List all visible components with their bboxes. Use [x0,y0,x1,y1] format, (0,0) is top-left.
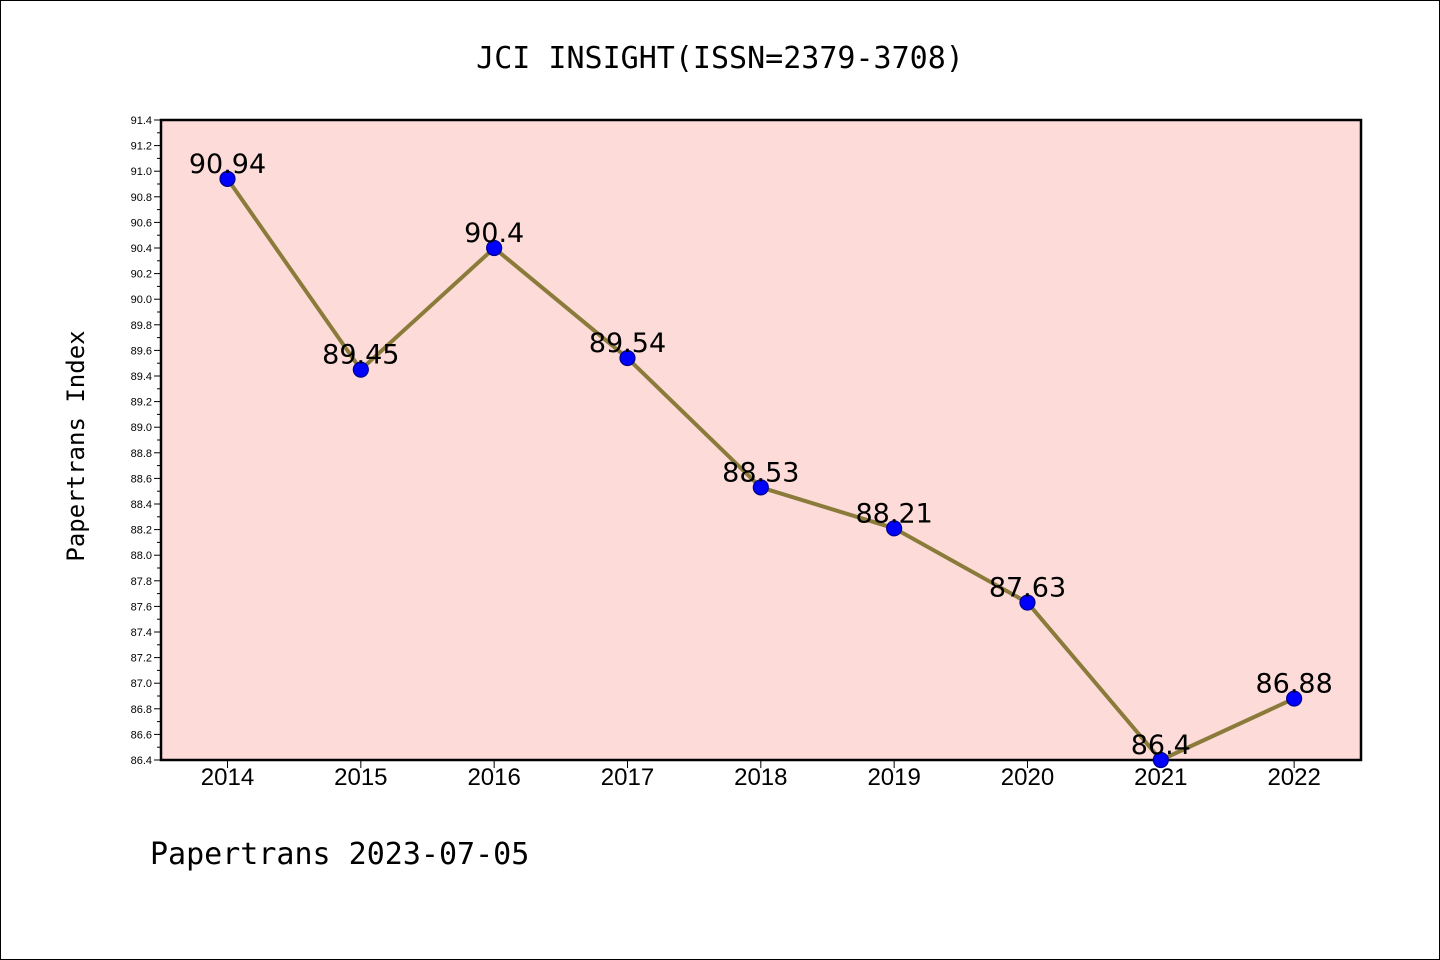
y-tick-label: 90.6 [131,217,152,229]
y-axis-label: Papertrans Index [62,330,90,561]
y-tick-label: 86.8 [131,704,152,716]
y-tick-label: 89.4 [131,371,152,383]
y-tick-label: 88.4 [131,499,152,511]
y-tick-label: 88.8 [131,448,152,460]
data-label: 89.54 [589,328,666,359]
footer-caption: Papertrans 2023-07-05 [150,837,529,872]
x-tick-label: 2020 [1001,764,1054,791]
x-tick-label: 2014 [201,764,254,791]
y-tick-label: 91.4 [131,115,152,127]
data-point [1286,690,1303,707]
y-tick-label: 88.6 [131,473,152,485]
y-tick-label: 87.0 [131,678,152,690]
y-tick-label: 88.0 [131,550,152,562]
y-tick-label: 90.4 [131,243,152,255]
y-tick-label: 89.2 [131,397,152,409]
data-point [886,520,903,537]
x-axis: 2014 2015 2016 2017 2018 2019 2020 2021 2022 [201,760,1321,791]
data-point [219,170,236,187]
x-tick-label: 2017 [601,764,654,791]
y-tick-label: 87.8 [131,576,152,588]
data-label: 90.94 [189,149,266,180]
data-label: 88.21 [856,498,933,529]
y-axis: 86.4 86.6 86.8 87.0 87.2 87.4 87.6 87.8 88.0 88.2… [131,115,161,767]
y-tick-label: 90.0 [131,294,152,306]
y-tick-label: 87.6 [131,601,152,613]
data-label: 87.63 [989,573,1066,604]
data-point [1152,751,1169,769]
x-tick-label: 2018 [734,764,787,791]
x-tick-label: 2015 [334,764,387,791]
x-tick-label: 2021 [1134,764,1187,791]
y-tick-label: 89.8 [131,320,152,332]
data-point [619,349,636,367]
data-label: 86.4 [1131,730,1191,761]
y-tick-label: 91.0 [131,166,152,178]
x-tick-label: 2019 [867,764,920,791]
data-label: 86.88 [1255,669,1332,700]
y-tick-label: 90.8 [131,192,152,204]
data-label: 88.53 [722,457,799,488]
x-tick-label: 2022 [1267,764,1320,791]
y-tick-label: 87.4 [131,627,152,639]
chart-title: JCI INSIGHT(ISSN=2379-3708) [476,41,964,76]
y-tick-label: 89.6 [131,345,152,357]
data-point [1019,594,1036,611]
data-label: 90.4 [464,218,524,249]
y-tick-label: 87.2 [131,653,152,665]
y-tick-label: 90.2 [131,269,152,281]
y-tick-label: 86.4 [131,755,152,767]
y-tick-label: 88.2 [131,525,152,537]
y-tick-label: 91.2 [131,141,152,153]
y-tick-label: 86.6 [131,729,152,741]
data-point [486,239,503,257]
y-tick-label: 89.0 [131,422,152,434]
data-point [352,361,369,378]
plot-area [159,118,1363,762]
data-label: 89.45 [322,340,399,371]
data-series: 90.94 89.45 90.4 89.54 88.53 88.21 87.63 86.4 86… [189,149,1333,769]
x-tick-label: 2016 [467,764,520,791]
data-point [752,479,769,496]
